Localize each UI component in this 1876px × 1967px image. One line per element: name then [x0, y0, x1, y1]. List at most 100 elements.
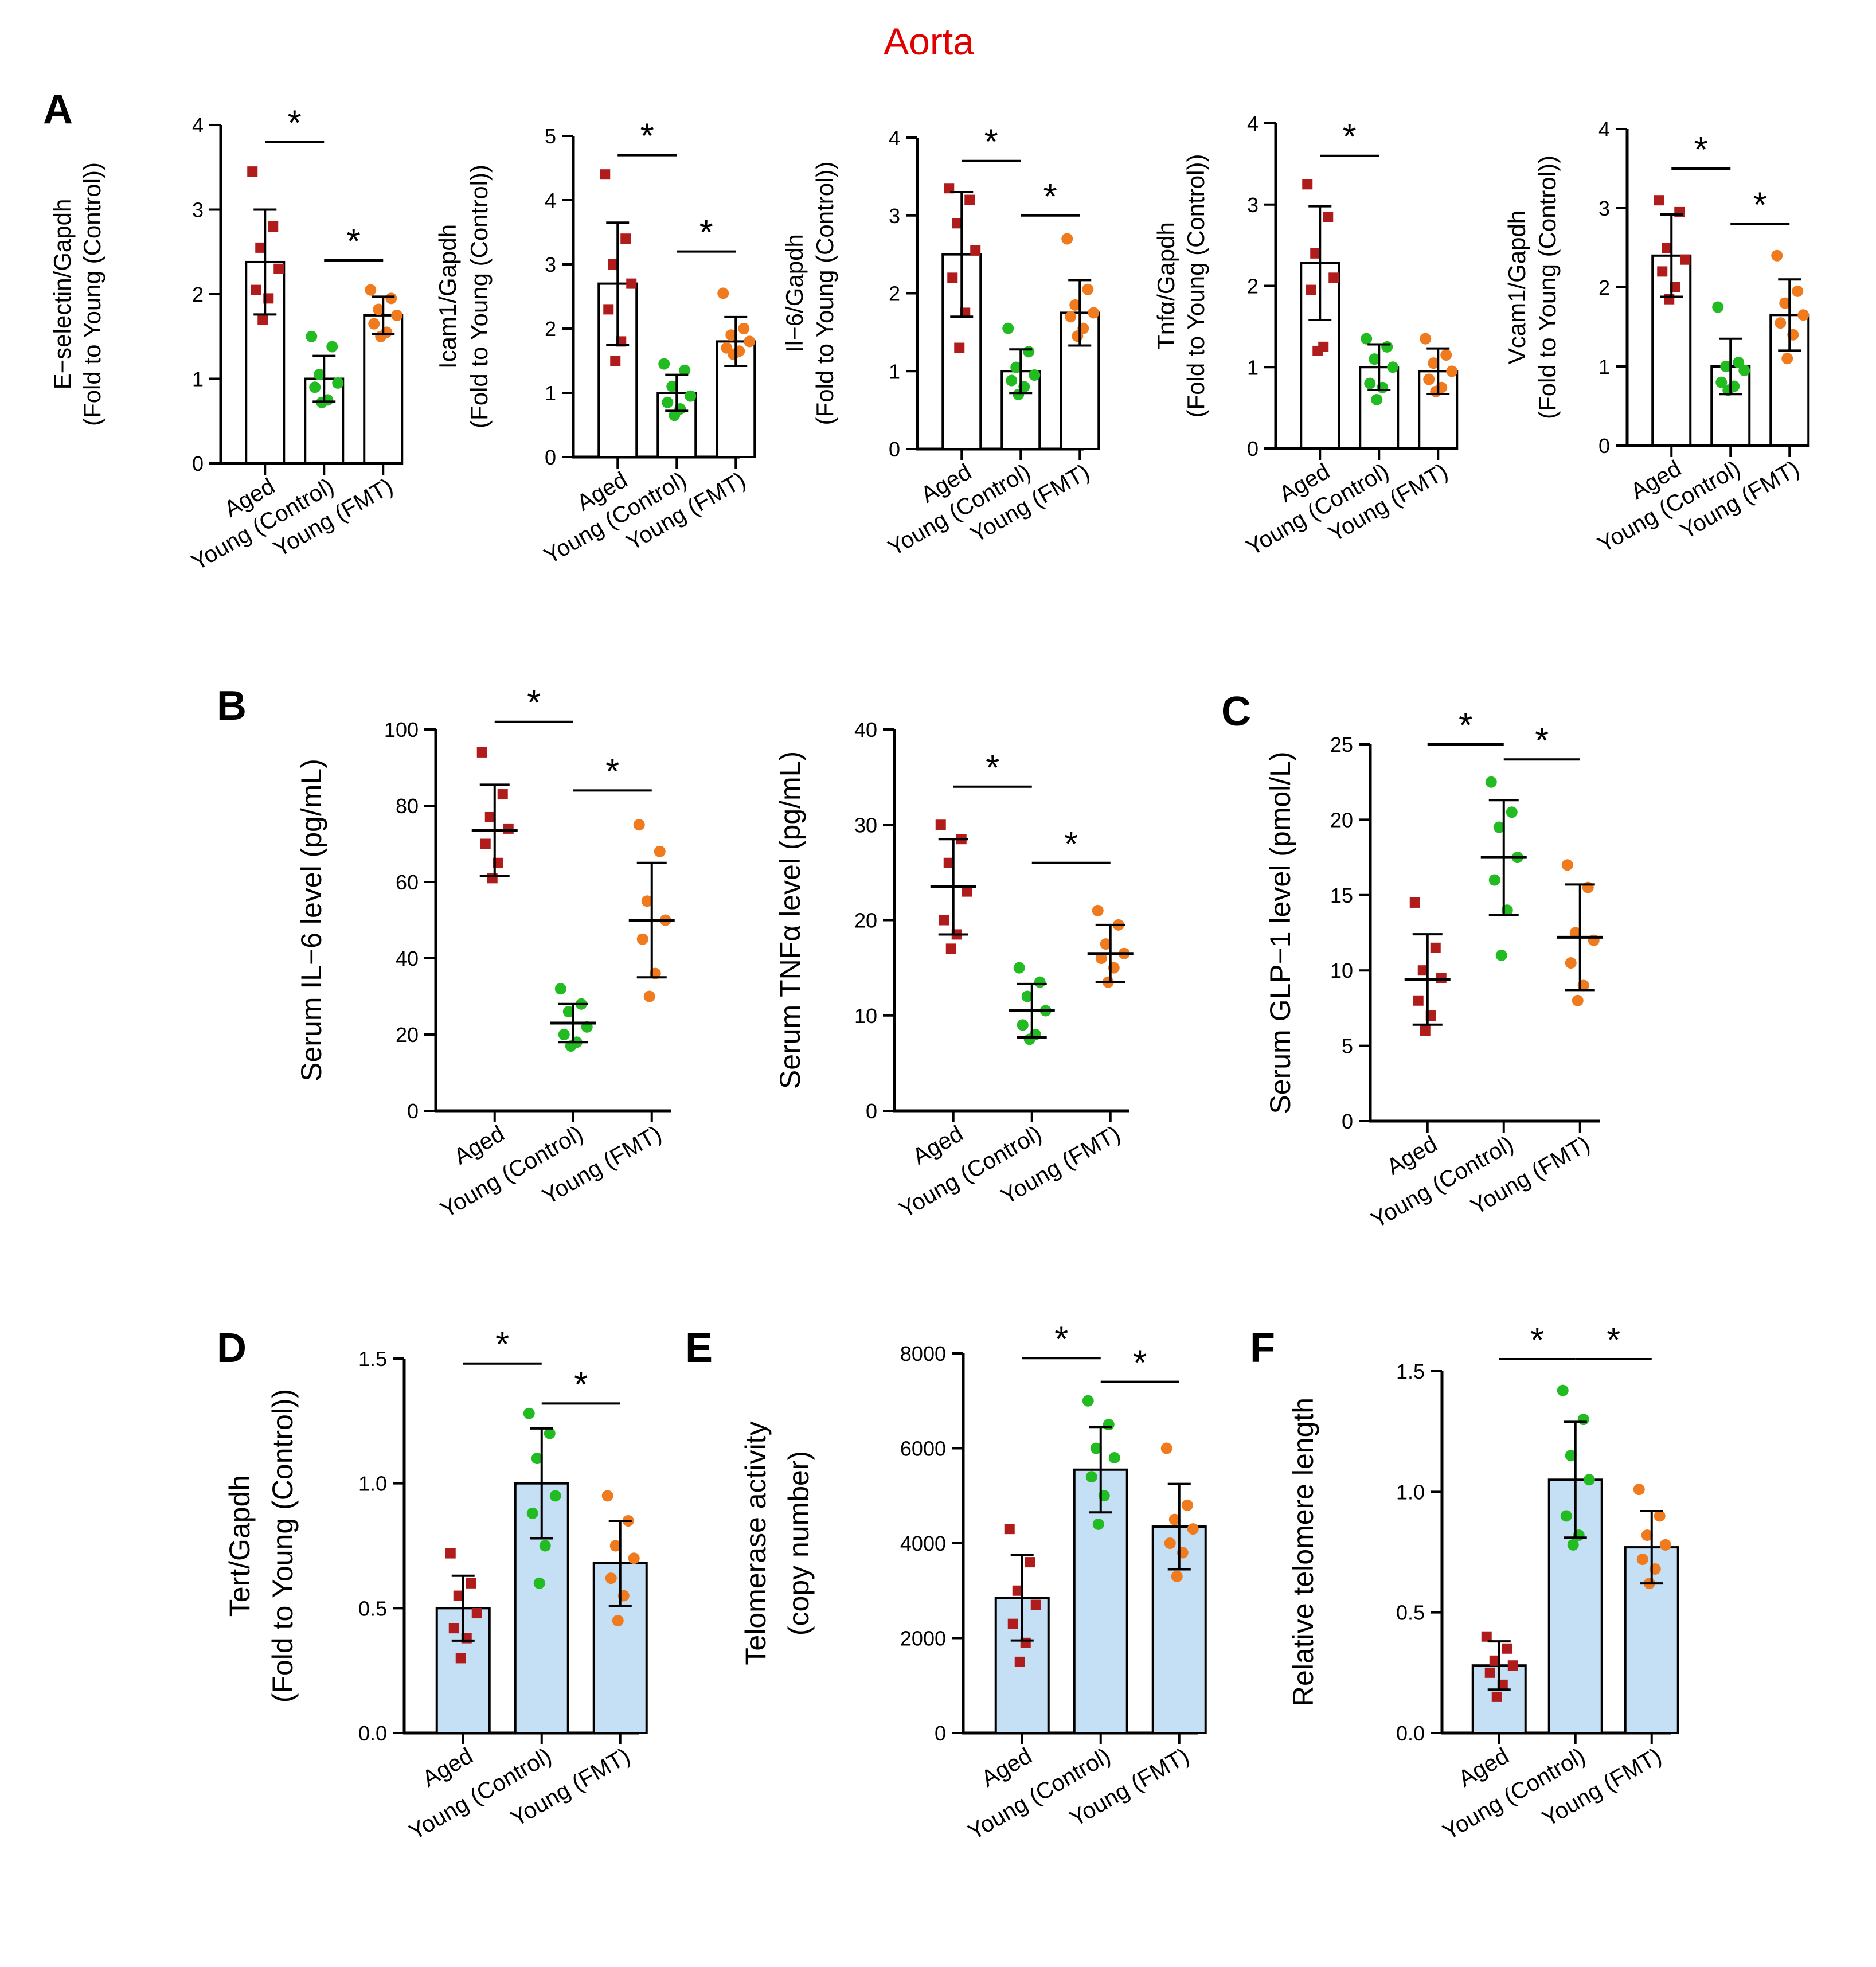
data-point	[1792, 285, 1804, 297]
data-point	[1781, 353, 1793, 365]
data-point	[1636, 1554, 1648, 1566]
data-point	[1417, 965, 1428, 976]
y-tick-label: 3	[889, 204, 900, 228]
data-point	[1423, 373, 1435, 385]
data-point	[1485, 776, 1497, 788]
significance-star: *	[1753, 186, 1767, 225]
data-point	[531, 1453, 543, 1465]
figure-title: Aorta	[884, 20, 974, 63]
significance-star: *	[1607, 1321, 1620, 1360]
y-tick-label: 1	[545, 381, 556, 405]
data-point	[603, 304, 614, 315]
data-point	[1428, 357, 1440, 369]
y-tick-label: 1	[889, 360, 900, 383]
data-point	[1674, 206, 1685, 217]
data-point	[1659, 1539, 1671, 1551]
y-tick-label: 10	[1330, 959, 1353, 982]
significance-star: *	[1459, 706, 1472, 746]
data-point	[1654, 1510, 1666, 1522]
y-tick-label: 8000	[900, 1342, 946, 1365]
y-tick-label: 60	[396, 871, 419, 894]
data-point	[1420, 1025, 1431, 1036]
data-point	[1061, 233, 1073, 245]
data-point	[641, 895, 653, 907]
data-point	[1030, 1599, 1041, 1610]
data-point	[628, 1552, 640, 1564]
data-point	[1306, 284, 1316, 295]
data-point	[1310, 248, 1321, 259]
significance-star: *	[347, 222, 361, 262]
data-point	[539, 1540, 551, 1552]
data-point	[1577, 1414, 1589, 1426]
data-point	[1023, 1033, 1035, 1045]
y-axis-label: Serum IL−6 level (pg/mL)	[295, 759, 327, 1082]
data-point	[526, 1507, 538, 1519]
y-tick-label: 4	[889, 126, 900, 150]
data-point	[558, 1029, 570, 1040]
data-point	[1082, 283, 1094, 295]
data-point	[1430, 385, 1442, 397]
data-point	[251, 284, 261, 295]
data-point	[643, 990, 655, 1002]
data-point	[255, 242, 266, 253]
data-point	[1004, 1524, 1015, 1535]
y-axis-label: Icam1/Gapdh	[434, 224, 461, 369]
data-point	[326, 341, 338, 353]
data-point	[1495, 949, 1507, 961]
data-point	[523, 1407, 535, 1419]
y-tick-label: 100	[384, 718, 419, 741]
data-point	[685, 390, 697, 402]
y-tick-label: 0	[1247, 437, 1259, 460]
data-point	[666, 380, 678, 392]
significance-star: *	[574, 1365, 588, 1404]
data-point	[1654, 195, 1664, 206]
data-point	[601, 1490, 613, 1502]
data-point	[608, 259, 619, 270]
data-point	[1012, 1585, 1023, 1596]
y-tick-label: 4	[1598, 118, 1610, 141]
data-point	[1171, 1570, 1183, 1582]
y-tick-label: 0.0	[1396, 1722, 1425, 1745]
y-tick-label: 3	[1598, 197, 1610, 220]
data-point	[466, 1578, 476, 1589]
data-point	[669, 409, 681, 422]
y-tick-label: 20	[854, 909, 877, 932]
data-point	[306, 330, 318, 342]
data-point	[445, 1548, 456, 1559]
panel-letter-f: F	[1250, 1325, 1275, 1371]
y-tick-label: 6000	[900, 1437, 946, 1461]
data-point	[1489, 1655, 1500, 1666]
data-point	[1072, 330, 1084, 342]
data-point	[375, 330, 387, 342]
data-point	[448, 1623, 459, 1634]
y-tick-label: 1.0	[358, 1472, 387, 1496]
y-tick-label: 4	[545, 189, 556, 212]
y-tick-label: 15	[1330, 884, 1353, 907]
data-point	[533, 1577, 545, 1589]
data-point	[636, 933, 648, 945]
data-point	[1002, 322, 1014, 334]
data-point	[1160, 1442, 1172, 1454]
data-point	[654, 845, 666, 857]
y-axis-label: (copy number)	[783, 1451, 815, 1636]
data-point	[544, 1427, 556, 1439]
significance-star: *	[986, 748, 999, 788]
data-point	[332, 377, 344, 389]
data-point	[605, 1572, 617, 1584]
y-tick-label: 0	[1598, 434, 1610, 458]
panel-letter-d: D	[217, 1325, 247, 1371]
data-point	[943, 857, 954, 868]
data-point	[471, 1608, 482, 1619]
y-axis-label: Serum GLP−1 level (pmol/L)	[1264, 751, 1296, 1114]
data-point	[1641, 1529, 1653, 1541]
y-axis-label: Vcam1/Gapdh	[1503, 210, 1530, 365]
data-point	[1100, 938, 1112, 950]
y-tick-label: 10	[854, 1004, 877, 1028]
y-tick-label: 1.5	[358, 1347, 387, 1371]
y-tick-label: 0	[935, 1722, 946, 1745]
data-point	[728, 348, 740, 360]
data-point	[368, 318, 380, 330]
